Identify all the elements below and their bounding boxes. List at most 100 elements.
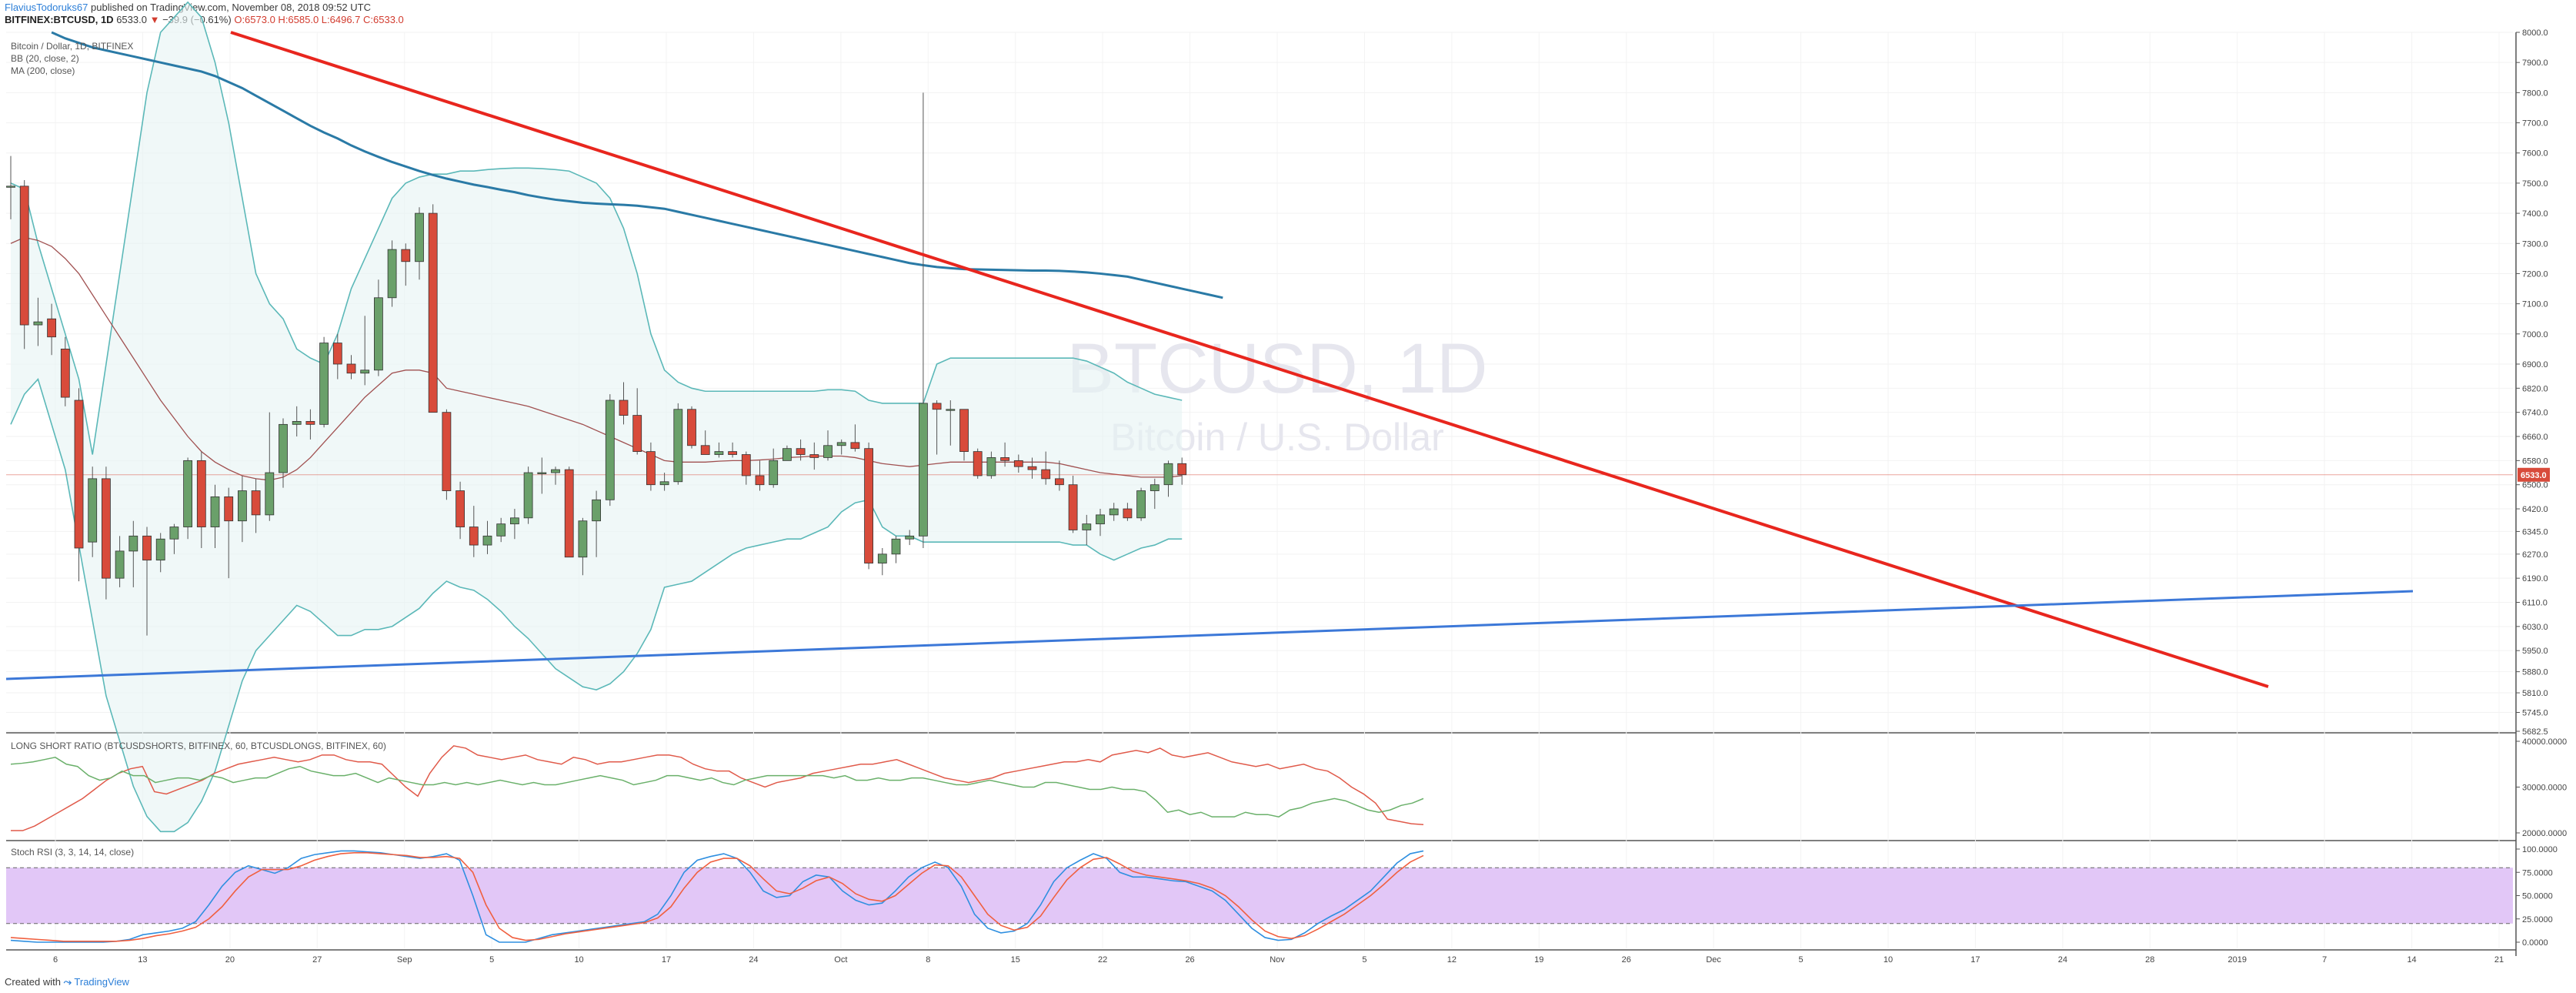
candle-body (1055, 478, 1064, 486)
candle-body (864, 448, 873, 563)
candle-body (1013, 460, 1023, 467)
candle-body (332, 343, 342, 365)
time-tick-label: 6 (53, 955, 58, 965)
price-tick-label: 6900.0 (2522, 360, 2548, 369)
time-tick-label: 2019 (2227, 955, 2246, 965)
tradingview-link[interactable]: TradingView (74, 976, 129, 988)
candle-body (728, 451, 737, 455)
price-tick-label: 7200.0 (2522, 269, 2548, 279)
candle-body (1123, 508, 1133, 519)
candle-body (196, 460, 206, 527)
price-tick-label: 7800.0 (2522, 89, 2548, 98)
time-tick-label: 5 (1799, 955, 1804, 965)
time-tick-label: 17 (662, 955, 671, 965)
time-tick-label: 12 (1447, 955, 1457, 965)
time-tick-label: 17 (1970, 955, 1980, 965)
candle-body (782, 448, 792, 461)
time-tick-label: 21 (2494, 955, 2504, 965)
bb-lower-line (10, 377, 1183, 833)
chart-header: FlaviusTodoruks67 published on TradingVi… (5, 2, 404, 26)
published-text: published on TradingView.com, November 0… (91, 2, 371, 13)
footer: Created with ⤳ TradingView (5, 976, 129, 988)
time-tick-label: 26 (1185, 955, 1194, 965)
candle-body (47, 318, 56, 338)
stoch-rsi-band (6, 868, 2513, 924)
candle-body (305, 421, 315, 425)
candle-body (714, 451, 724, 455)
candle-body (346, 363, 356, 374)
time-tick-label: 5 (1362, 955, 1366, 965)
price-tag-label: 6533.0 (2521, 471, 2547, 480)
price-tick-label: 7300.0 (2522, 239, 2548, 249)
created-with-text: Created with (5, 976, 61, 988)
candle-body (578, 520, 588, 558)
legend-title: Bitcoin / Dollar, 1D, BITFINEX (11, 41, 134, 52)
candle-body (564, 469, 574, 558)
price-tick-label: 5880.0 (2522, 668, 2548, 677)
candle-body (1082, 523, 1092, 530)
candle-body (319, 343, 329, 425)
lsr-series-line (11, 745, 1424, 831)
candle-body (891, 538, 901, 555)
lsr-tick-label: 40000.0000 (2522, 737, 2567, 747)
time-tick-label: 8 (926, 955, 930, 965)
time-tick-label: 10 (1884, 955, 1893, 965)
change-arrow-icon: ▼ (149, 14, 160, 25)
candle-body (482, 535, 492, 546)
candle-body (360, 369, 370, 374)
candle-body (1150, 484, 1160, 491)
candle-body (673, 409, 683, 483)
candle-body (809, 454, 819, 458)
lsr-tick-label: 30000.0000 (2522, 784, 2567, 793)
candle-body (659, 481, 669, 486)
stoch-rsi-d-line (10, 852, 1424, 942)
candle-body (237, 490, 247, 522)
bb-basis-line (10, 236, 1183, 481)
candle-body (687, 409, 696, 446)
legend-bb: BB (20, close, 2) (11, 53, 79, 64)
time-tick-label: 13 (138, 955, 147, 965)
price-tick-label: 7100.0 (2522, 300, 2548, 309)
price-tick-label: 7700.0 (2522, 119, 2548, 129)
candle-body (128, 535, 138, 552)
price-tick-label: 6660.0 (2522, 433, 2548, 442)
candle-body (19, 186, 29, 326)
candle-body (959, 409, 969, 453)
bb-fill (11, 2, 1183, 832)
price-tick-label: 7000.0 (2522, 330, 2548, 339)
candle-body (523, 472, 533, 519)
stoch-rsi-tick-label: 25.0000 (2522, 915, 2553, 924)
candle-body (741, 454, 751, 476)
candle-body (1000, 457, 1009, 461)
candle-body (605, 400, 615, 500)
candle-body (796, 448, 806, 455)
candle-body (551, 469, 560, 473)
candle-body (905, 535, 915, 540)
price-tick-label: 8000.0 (2522, 28, 2548, 38)
candle-body (142, 535, 152, 561)
candle-body (183, 460, 193, 527)
candle-body (619, 400, 629, 416)
price-tick-label: 7900.0 (2522, 59, 2548, 68)
lsr-series-line (10, 757, 1424, 817)
candle-body (428, 212, 438, 413)
time-tick-label: 7 (2322, 955, 2327, 965)
stoch-rsi-tick-label: 50.0000 (2522, 892, 2553, 901)
time-tick-label: 5 (489, 955, 494, 965)
author-link[interactable]: FlaviusTodoruks67 (5, 2, 88, 13)
bb-upper-line (10, 1, 1183, 455)
price-tick-label: 6030.0 (2522, 623, 2548, 632)
time-tick-label: 10 (574, 955, 583, 965)
ma200-line (51, 31, 1223, 299)
time-tick-label: 24 (749, 955, 758, 965)
candle-body (210, 496, 220, 527)
candle-body (74, 400, 84, 549)
candle-body (632, 415, 642, 453)
price-tick-label: 5682.5 (2522, 727, 2548, 737)
time-tick-label: 15 (1011, 955, 1020, 965)
time-tick-label: 26 (1622, 955, 1631, 965)
price-tick-label: 5745.0 (2522, 709, 2548, 718)
price-tick-label: 6580.0 (2522, 456, 2548, 466)
time-tick-label: 27 (312, 955, 322, 965)
